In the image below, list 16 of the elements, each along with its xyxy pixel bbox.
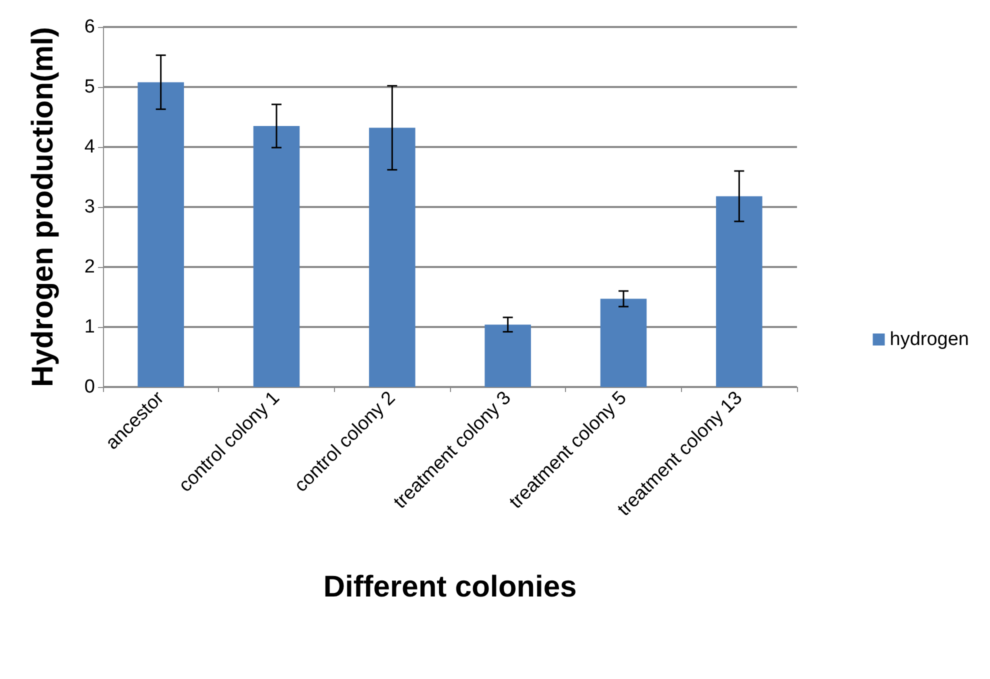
bar bbox=[484, 324, 531, 387]
y-tick-label: 3 bbox=[84, 196, 95, 218]
y-axis-title: Hydrogen production(ml) bbox=[26, 27, 60, 387]
y-tick-label: 5 bbox=[84, 76, 95, 98]
bar bbox=[369, 128, 416, 387]
y-tick-label: 0 bbox=[84, 376, 95, 398]
y-tick-label: 6 bbox=[84, 16, 95, 38]
bar bbox=[600, 298, 647, 387]
bar bbox=[253, 126, 300, 387]
bar bbox=[716, 196, 762, 387]
y-tick-label: 2 bbox=[84, 256, 95, 278]
bar bbox=[138, 82, 184, 387]
legend-label: hydrogen bbox=[890, 329, 970, 350]
x-axis-title: Different colonies bbox=[323, 570, 577, 604]
y-tick-label: 1 bbox=[84, 316, 95, 338]
y-tick-label: 4 bbox=[84, 136, 96, 158]
